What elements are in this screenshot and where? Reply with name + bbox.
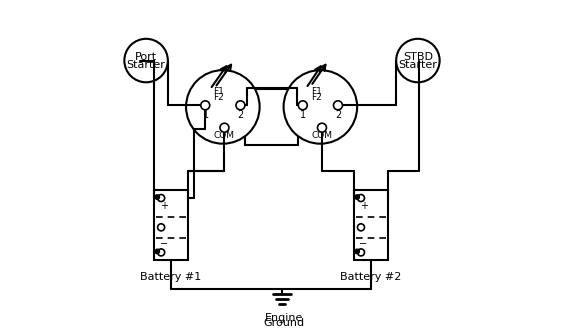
Text: Engine: Engine	[265, 313, 303, 323]
Circle shape	[284, 70, 357, 144]
Circle shape	[318, 123, 327, 132]
Circle shape	[298, 101, 307, 110]
Text: Port: Port	[135, 52, 157, 62]
Circle shape	[186, 70, 259, 144]
Circle shape	[157, 249, 165, 256]
Circle shape	[358, 194, 364, 202]
Circle shape	[155, 195, 160, 199]
Text: Ground: Ground	[263, 318, 304, 328]
Text: F1: F1	[311, 87, 321, 96]
Circle shape	[396, 39, 440, 82]
Text: Starter: Starter	[398, 60, 437, 70]
Text: +: +	[160, 201, 168, 211]
Text: F1: F1	[213, 87, 224, 96]
Circle shape	[355, 249, 359, 254]
Text: +: +	[359, 201, 368, 211]
Text: Starter: Starter	[127, 60, 166, 70]
FancyBboxPatch shape	[354, 190, 387, 260]
Circle shape	[358, 224, 364, 231]
Text: 1: 1	[202, 110, 209, 120]
Circle shape	[157, 194, 165, 202]
Text: 1: 1	[300, 110, 306, 120]
Text: Battery #1: Battery #1	[140, 272, 201, 281]
Circle shape	[358, 249, 364, 256]
FancyBboxPatch shape	[245, 89, 298, 145]
FancyBboxPatch shape	[154, 190, 188, 260]
Circle shape	[220, 123, 229, 132]
Text: COM: COM	[311, 131, 332, 140]
Text: 2: 2	[335, 110, 341, 120]
Text: Battery #2: Battery #2	[340, 272, 402, 281]
Circle shape	[333, 101, 342, 110]
Text: F2: F2	[213, 93, 224, 102]
Circle shape	[201, 101, 210, 110]
Text: F2: F2	[311, 93, 321, 102]
Text: −: −	[160, 239, 168, 249]
Circle shape	[155, 249, 160, 254]
Text: STBD: STBD	[403, 52, 433, 62]
Text: −: −	[359, 239, 368, 249]
Text: 2: 2	[237, 110, 244, 120]
Circle shape	[124, 39, 168, 82]
Circle shape	[236, 101, 245, 110]
Circle shape	[157, 224, 165, 231]
Text: COM: COM	[214, 131, 235, 140]
Circle shape	[355, 195, 359, 199]
